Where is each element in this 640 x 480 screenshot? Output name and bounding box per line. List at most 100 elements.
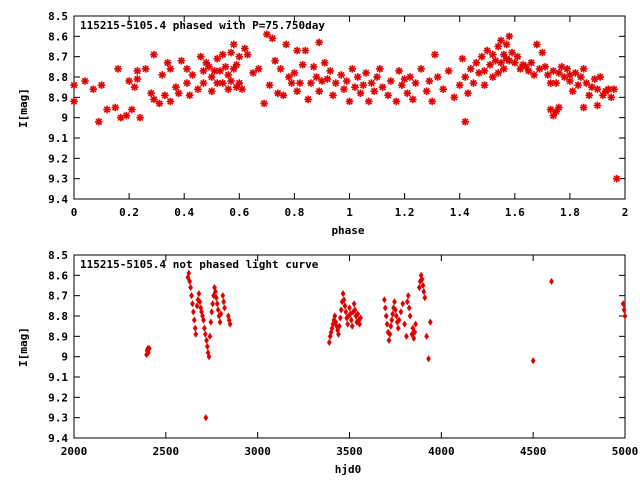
data-point [318, 77, 326, 85]
data-point [387, 77, 395, 85]
x-tick-label: 5000 [612, 445, 639, 458]
data-point [508, 48, 516, 57]
data-point [254, 65, 263, 73]
y-tick-label: 9.4 [48, 193, 68, 206]
data-point [304, 95, 312, 104]
data-point [425, 77, 434, 85]
x-tick-label: 1.8 [560, 206, 580, 219]
data-point [307, 79, 315, 87]
data-point [378, 83, 387, 91]
data-point [70, 97, 78, 106]
data-point [596, 73, 605, 81]
data-points [70, 30, 621, 183]
data-point [201, 316, 206, 324]
data-point [340, 290, 346, 298]
data-point [216, 67, 224, 75]
data-point [243, 50, 252, 59]
data-point [329, 91, 337, 100]
data-point [224, 85, 233, 93]
data-point [136, 113, 144, 122]
data-point [400, 75, 409, 83]
data-point [199, 67, 208, 75]
data-point [260, 99, 268, 108]
data-point [409, 95, 417, 104]
data-point [480, 67, 489, 75]
data-point [218, 310, 224, 318]
data-point [420, 281, 426, 290]
data-point [358, 314, 363, 322]
data-point [188, 71, 197, 79]
data-point [593, 101, 602, 110]
data-point [351, 300, 357, 308]
data-point [411, 334, 417, 342]
data-point [370, 87, 379, 96]
y-tick-label: 8.6 [48, 30, 68, 43]
data-point [114, 65, 122, 73]
data-point [410, 324, 416, 332]
y-tick-label: 9.1 [48, 371, 68, 384]
data-point [208, 318, 214, 326]
data-point [331, 79, 340, 87]
y-tick-label: 8.9 [48, 91, 68, 104]
data-point [444, 67, 453, 75]
data-point [235, 52, 244, 61]
data-point [455, 81, 464, 89]
x-tick-label: 1.6 [505, 206, 525, 219]
x-tick-label: 0.6 [229, 206, 249, 219]
data-point [357, 320, 362, 328]
data-point [196, 52, 205, 61]
data-point [207, 73, 216, 81]
data-point [502, 40, 511, 49]
data-point [387, 330, 393, 338]
data-point [337, 71, 346, 79]
data-point [622, 312, 628, 320]
data-point [342, 77, 351, 85]
data-point [407, 312, 413, 320]
data-point [122, 111, 131, 120]
data-point [393, 306, 398, 314]
data-point [130, 83, 139, 91]
data-point [582, 79, 591, 87]
data-point [351, 83, 359, 91]
data-point [439, 85, 447, 93]
data-point [450, 93, 458, 102]
data-point [218, 50, 227, 59]
data-point [488, 73, 497, 81]
data-point [218, 79, 227, 87]
data-point [337, 322, 342, 330]
data-point [404, 332, 409, 340]
data-point [412, 328, 418, 336]
data-point [274, 89, 282, 98]
data-points [144, 269, 628, 422]
data-point [194, 302, 200, 310]
y-tick-label: 9.3 [48, 412, 68, 425]
data-point [413, 320, 418, 328]
plot-frame [73, 254, 626, 439]
data-point [345, 320, 351, 328]
data-point [393, 312, 399, 320]
data-point [183, 65, 191, 73]
data-point [97, 81, 106, 89]
data-point [345, 97, 354, 106]
data-point [174, 89, 183, 98]
data-point [224, 71, 233, 79]
x-tick-label: 4500 [520, 445, 547, 458]
data-point [213, 54, 222, 63]
data-point [610, 85, 618, 93]
data-point [185, 91, 194, 100]
data-point [213, 294, 219, 302]
data-point [111, 103, 120, 112]
data-point [89, 85, 98, 93]
data-point [199, 79, 208, 87]
data-point [621, 306, 627, 314]
data-point [197, 298, 203, 306]
y-tick-label: 8.9 [48, 330, 68, 343]
data-point [552, 107, 560, 116]
x-tick-label: 0.4 [174, 206, 194, 219]
data-point [298, 60, 307, 69]
data-point [293, 46, 301, 55]
data-point [227, 320, 233, 328]
data-point [187, 277, 193, 285]
